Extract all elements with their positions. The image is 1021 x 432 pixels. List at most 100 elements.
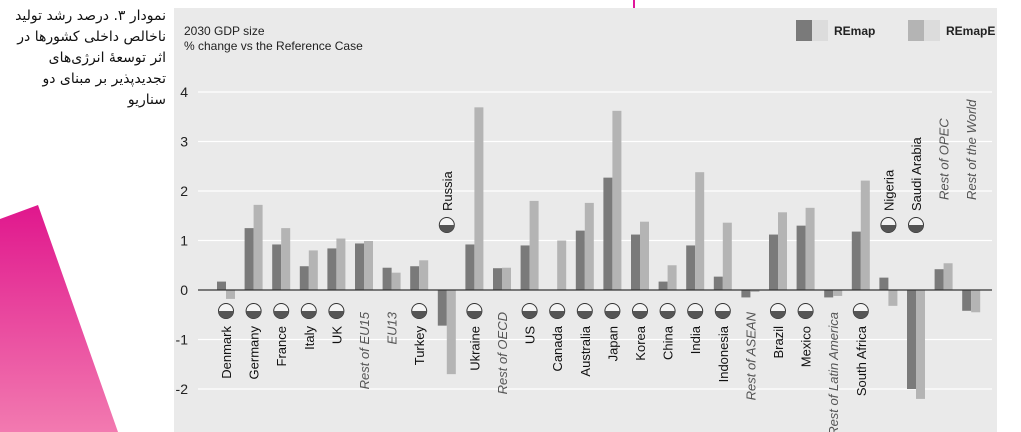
bar-remap: [741, 290, 751, 298]
bar-remap: [631, 234, 640, 290]
bar-remap: [796, 225, 806, 290]
bar-remape: [364, 240, 373, 290]
bar-remap: [493, 268, 502, 290]
legend-item-remape: REmapE: [908, 20, 995, 41]
australia-flag-icon-half: [577, 311, 593, 319]
gdp-chart: -2 -1 0 1 2 3 4 Denmark Germany France Italy UK Rest…: [174, 8, 997, 432]
bar-remape: [833, 290, 843, 296]
category-label: Japan: [605, 326, 620, 361]
france-flag-icon-half: [273, 311, 289, 319]
category-label: Ukraine: [467, 326, 482, 371]
bar-remap: [217, 281, 226, 290]
y-tick-label: -2: [176, 381, 189, 397]
category-label: Saudi Arabia: [909, 137, 924, 211]
uk-flag-icon-half: [328, 311, 344, 319]
russia-flag-icon-half: [439, 225, 455, 233]
bar-remape: [529, 200, 539, 290]
denmark-flag-icon-half: [218, 311, 234, 319]
bar-remap: [520, 245, 530, 290]
bar-remape: [750, 290, 760, 292]
category-label: Rest of ASEAN: [743, 311, 758, 400]
chart-canvas: -2 -1 0 1 2 3 4 Denmark Germany France Italy UK Rest…: [176, 84, 992, 432]
indonesia-flag-icon-half: [715, 311, 731, 319]
category-label: Italy: [302, 326, 317, 350]
category-label: Germany: [247, 326, 262, 380]
bar-remap: [437, 290, 447, 326]
bar-remape: [943, 263, 953, 290]
bar-remap: [299, 266, 309, 290]
bar-remape: [667, 265, 677, 290]
bar-remap: [824, 290, 834, 298]
category-label: Rest of OECD: [495, 312, 510, 394]
category-label: Canada: [550, 325, 565, 371]
category-label: Turkey: [412, 326, 427, 366]
bar-remape: [640, 221, 649, 290]
bar-remape: [722, 222, 732, 290]
bar-remape: [888, 290, 898, 306]
category-label: UK: [329, 326, 344, 344]
bar-remape: [805, 207, 815, 290]
chart-subtitle: % change vs the Reference Case: [184, 39, 363, 53]
bar-remap: [244, 228, 254, 290]
bar-remape: [971, 290, 981, 313]
category-label: Mexico: [799, 326, 814, 367]
y-tick-label: -1: [176, 332, 189, 348]
legend-label-remap: REmap: [834, 23, 876, 38]
bar-remape: [557, 240, 567, 290]
mexico-flag-icon-half: [798, 311, 814, 319]
bar-remape: [446, 290, 456, 375]
bar-remape: [336, 238, 346, 290]
category-label: Rest of the World: [964, 99, 979, 200]
japan-flag-icon-half: [604, 311, 620, 319]
category-label: India: [688, 325, 703, 354]
legend-item-remap: REmap: [796, 20, 875, 41]
italy-flag-icon-half: [301, 311, 317, 319]
bar-remape: [778, 212, 787, 290]
south-africa-flag-icon-half: [853, 311, 869, 319]
bar-remap: [382, 267, 392, 290]
korea-flag-icon-half: [632, 311, 648, 319]
category-label: EU13: [385, 311, 400, 344]
category-label: Indonesia: [716, 325, 731, 382]
category-label: Brazil: [771, 326, 786, 359]
turkey-flag-icon-half: [411, 311, 427, 319]
bar-remape: [860, 180, 870, 290]
china-flag-icon-half: [660, 311, 676, 319]
bar-remape: [612, 110, 622, 290]
category-label: France: [274, 326, 289, 366]
category-label: Russia: [440, 170, 455, 211]
bar-remap: [962, 290, 972, 311]
bar-remap: [769, 234, 778, 290]
category-label: China: [661, 325, 676, 360]
bar-remap: [934, 269, 944, 290]
bar-remap: [272, 244, 282, 290]
bar-remape: [308, 250, 318, 290]
bar-remape: [419, 260, 429, 290]
bar-remap: [851, 231, 861, 290]
figure-caption: نمودار ۳. درصد رشد تولید ناخالص داخلی کش…: [15, 8, 166, 108]
ukraine-flag-icon-half: [466, 311, 482, 319]
bar-remape: [916, 290, 925, 399]
bar-remape: [584, 202, 594, 290]
category-label: Denmark: [219, 326, 234, 379]
bar-remape: [502, 267, 511, 290]
y-tick-label: 4: [180, 84, 188, 100]
bar-remap: [410, 266, 420, 290]
saudi-arabia-flag-icon-half: [908, 225, 924, 233]
brazil-flag-icon-half: [770, 311, 786, 319]
india-flag-icon-half: [687, 311, 703, 319]
bar-remap: [686, 245, 696, 290]
bar-remape: [695, 172, 705, 290]
bar-remape: [474, 107, 484, 290]
bar-remape: [253, 204, 263, 290]
germany-flag-icon-half: [246, 311, 262, 319]
bar-remap: [658, 281, 668, 290]
category-label: Rest of OPEC: [937, 118, 952, 200]
category-label: South Africa: [854, 325, 869, 396]
chart-title-block: 2030 GDP size % change vs the Reference …: [184, 24, 363, 54]
category-label: Korea: [633, 325, 648, 360]
canada-flag-icon-half: [549, 311, 565, 319]
bar-remap: [327, 248, 337, 290]
y-tick-label: 0: [180, 282, 188, 298]
bar-remape: [391, 272, 401, 290]
